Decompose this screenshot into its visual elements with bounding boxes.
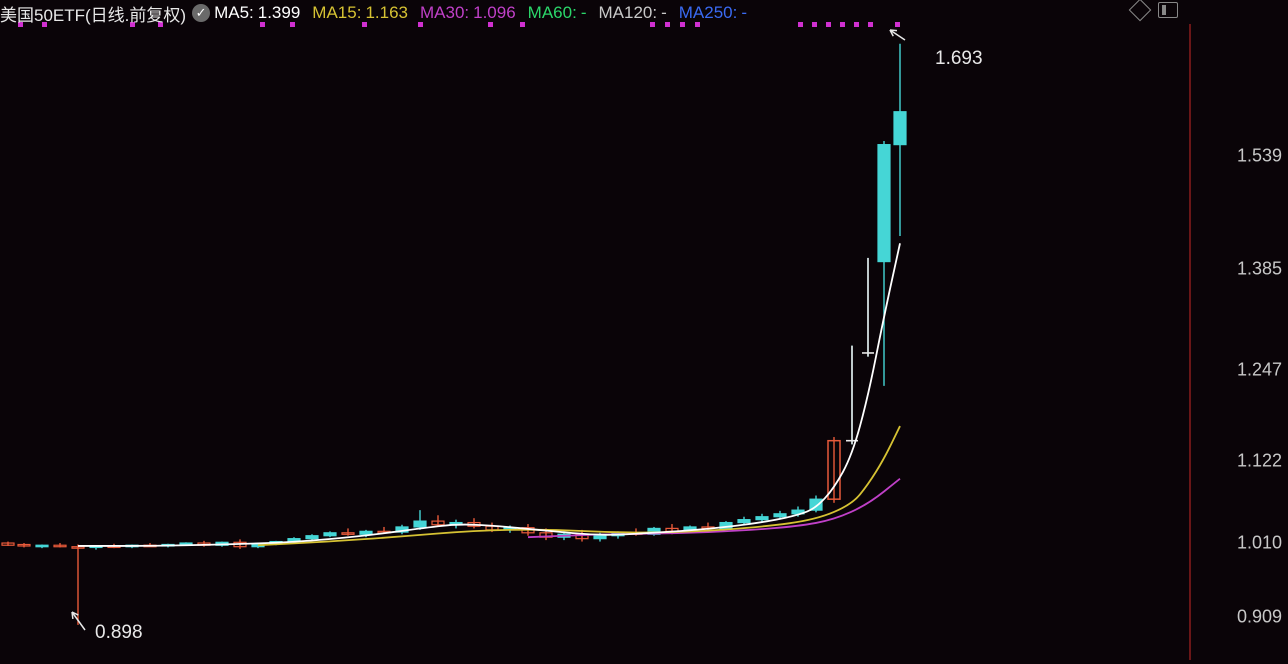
y-tick-label: 1.385	[1237, 258, 1282, 279]
ma120-label: MA120:	[598, 3, 657, 23]
chart-header: 美国50ETF(日线.前复权) ✓ MA5: 1.399 MA15: 1.163…	[0, 2, 1288, 24]
ma15-value: 1.163	[365, 3, 408, 23]
ma250-value: -	[741, 3, 747, 23]
ma5-value: 1.399	[258, 3, 301, 23]
panel-icon[interactable]	[1158, 2, 1178, 18]
ma60-value: -	[581, 3, 587, 23]
chart-title: 美国50ETF(日线.前复权)	[0, 1, 186, 26]
ma120-value: -	[661, 3, 667, 23]
ma30-label: MA30:	[420, 3, 469, 23]
ma5-label: MA5:	[214, 3, 254, 23]
y-tick-label: 1.247	[1237, 359, 1282, 380]
ma30-value: 1.096	[473, 3, 516, 23]
ma250-label: MA250:	[679, 3, 738, 23]
high-annotation: 1.693	[935, 48, 983, 70]
y-tick-label: 1.539	[1237, 146, 1282, 167]
check-icon[interactable]: ✓	[192, 4, 210, 22]
candlestick-chart[interactable]	[0, 0, 1288, 664]
y-tick-label: 1.122	[1237, 451, 1282, 472]
ma15-label: MA15:	[312, 3, 361, 23]
y-tick-label: 0.909	[1237, 606, 1282, 627]
low-annotation: 0.898	[95, 622, 143, 644]
ma60-label: MA60:	[528, 3, 577, 23]
y-tick-label: 1.010	[1237, 533, 1282, 554]
